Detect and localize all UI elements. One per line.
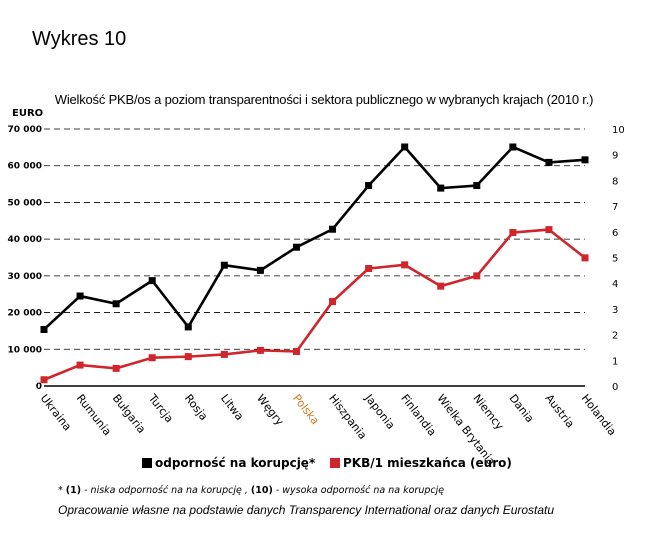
left-tick-label: 30 000	[8, 272, 42, 282]
right-tick-label: 0	[612, 382, 618, 393]
left-axis-unit: EURO	[12, 108, 44, 119]
x-tick-label: Bułgaria	[110, 392, 148, 436]
right-axis-ticks: 0 1 2 3 4 5 6 7 8 9 10	[612, 125, 625, 393]
legend-swatch-black	[142, 458, 152, 468]
series-line-gdp	[43, 228, 586, 381]
footnote-mark: *	[58, 485, 63, 496]
data-point	[509, 143, 517, 151]
footnote-high-code: (10)	[250, 485, 273, 496]
data-point	[256, 346, 264, 354]
right-tick-label: 3	[612, 305, 618, 316]
data-point	[329, 225, 337, 233]
data-point	[401, 143, 409, 151]
data-point	[40, 325, 48, 333]
footnote-low-text: - niska odporność na na korupcję ,	[81, 485, 248, 496]
data-point	[112, 300, 120, 308]
data-point	[473, 182, 481, 190]
source-note: Opracowanie własne na podstawie danych T…	[58, 503, 555, 517]
footnote: * (1) - niska odporność na na korupcję ,…	[58, 485, 444, 496]
left-tick-label: 0	[36, 382, 42, 392]
right-tick-label: 7	[612, 202, 618, 213]
right-tick-label: 6	[612, 228, 618, 239]
legend-label: odporność na korupcję*	[155, 456, 316, 470]
data-point	[365, 182, 373, 190]
data-point	[545, 226, 553, 234]
data-point	[184, 353, 192, 361]
footnote-high-text: - wysoka odporność na na korupcję	[272, 485, 445, 496]
left-tick-label: 60 000	[8, 162, 42, 172]
x-tick-label: Holandia	[579, 392, 619, 438]
legend-item-corruption: odporność na korupcję*	[142, 456, 315, 470]
left-tick-label: 20 000	[8, 309, 42, 319]
left-tick-label: 40 000	[8, 235, 42, 245]
data-point	[581, 254, 589, 262]
x-tick-label: Austria	[543, 392, 577, 431]
right-tick-label: 4	[612, 279, 618, 290]
x-tick-label: Rosja	[182, 392, 210, 423]
data-point	[437, 184, 445, 192]
data-point	[329, 298, 337, 306]
figure-label: Wykres 10	[32, 28, 127, 50]
left-axis-ticks: 0 10 000 20 000 30 000 40 000 50 000 60 000 70 …	[8, 125, 42, 392]
right-tick-label: 5	[612, 254, 618, 265]
legend-label: PKB/1 mieszkańca (euro)	[343, 456, 512, 470]
data-point	[256, 266, 264, 274]
data-point	[40, 376, 48, 384]
x-tick-label: Rumunia	[74, 392, 114, 438]
chart-title: Wielkość PKB/os a poziom transparentnośc…	[54, 92, 594, 107]
x-tick-label: Litwa	[218, 392, 246, 423]
right-tick-label: 2	[612, 331, 618, 342]
right-tick-label: 8	[612, 176, 618, 187]
x-tick-label: Turcja	[145, 391, 176, 425]
left-tick-label: 10 000	[8, 345, 42, 355]
data-point	[365, 265, 373, 273]
data-point	[509, 229, 517, 237]
right-tick-label: 9	[612, 151, 618, 162]
data-point	[473, 272, 481, 280]
legend-swatch-red	[330, 458, 340, 468]
data-point	[76, 292, 84, 300]
right-tick-label: 10	[612, 125, 625, 136]
data-point	[581, 156, 589, 164]
x-tick-label: Dania	[507, 392, 537, 425]
data-point	[220, 350, 228, 358]
x-tick-label: Ukraina	[38, 392, 74, 433]
data-point	[184, 323, 192, 331]
data-point	[292, 243, 300, 251]
data-point	[292, 347, 300, 355]
series-line-corruption	[43, 145, 586, 331]
data-point	[437, 282, 445, 290]
series-layer	[40, 143, 589, 384]
data-point	[148, 354, 156, 362]
data-point	[220, 261, 228, 269]
x-tick-label: Japonia	[362, 391, 398, 432]
right-tick-label: 1	[612, 356, 618, 367]
x-tick-label: Polska	[290, 392, 322, 427]
left-tick-label: 50 000	[8, 198, 42, 208]
data-point	[76, 361, 84, 369]
x-tick-label: Węgry	[254, 392, 286, 428]
data-point	[401, 261, 409, 269]
data-point	[112, 364, 120, 372]
legend-item-gdp: PKB/1 mieszkańca (euro)	[330, 456, 512, 470]
left-tick-label: 70 000	[8, 125, 42, 135]
grid-lines	[44, 128, 585, 350]
data-point	[148, 277, 156, 285]
x-tick-label: Niemcy	[470, 392, 506, 433]
footnote-low-code: (1)	[65, 485, 82, 496]
data-point	[545, 158, 553, 166]
x-tick-label: Finlandia	[398, 392, 438, 439]
